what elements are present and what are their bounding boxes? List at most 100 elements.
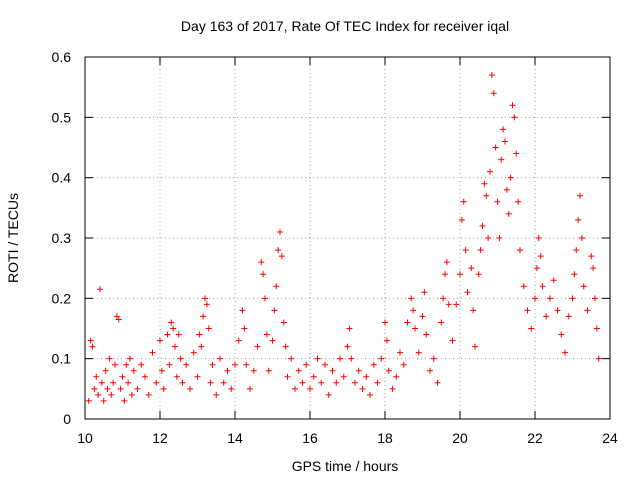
roti-point: [213, 391, 220, 398]
roti-point: [228, 385, 235, 392]
roti-point: [423, 331, 430, 338]
roti-point: [125, 379, 132, 386]
roti-point: [329, 367, 336, 374]
x-tick-label: 16: [302, 430, 318, 446]
roti-point: [183, 361, 190, 368]
roti-point: [449, 337, 456, 344]
roti-point: [102, 367, 109, 374]
roti-point: [505, 210, 512, 217]
roti-point: [179, 379, 186, 386]
roti-point: [200, 313, 207, 320]
roti-point: [352, 379, 358, 386]
x-tick-label: 24: [602, 430, 618, 446]
roti-point: [385, 367, 392, 374]
roti-point: [421, 289, 428, 296]
roti-point: [415, 349, 422, 356]
roti-point: [363, 373, 370, 380]
roti-point: [205, 325, 212, 332]
roti-point: [595, 355, 602, 362]
roti-point: [224, 367, 231, 374]
roti-point: [172, 343, 178, 350]
roti-point: [513, 150, 520, 157]
roti-point: [196, 331, 203, 338]
roti-point: [284, 373, 291, 380]
roti-point: [292, 385, 298, 392]
roti-point: [575, 216, 582, 223]
roti-point: [209, 361, 216, 368]
roti-point: [419, 313, 426, 320]
roti-point: [539, 283, 546, 290]
y-tick-label: 0.1: [52, 351, 72, 367]
roti-point: [310, 373, 317, 380]
roti-point: [400, 361, 407, 368]
roti-point: [507, 174, 514, 181]
roti-point: [275, 247, 282, 254]
roti-point: [535, 235, 542, 241]
roti-point: [397, 349, 403, 356]
roti-point: [370, 361, 377, 368]
y-tick-label: 0: [63, 411, 71, 427]
roti-point: [374, 379, 381, 386]
y-tick-label: 0.2: [52, 290, 72, 306]
roti-point: [277, 228, 283, 235]
roti-point: [367, 391, 373, 398]
roti-point: [164, 331, 171, 338]
roti-point: [532, 295, 538, 302]
roti-point: [168, 319, 175, 326]
roti-point: [97, 286, 103, 293]
roti-point: [207, 379, 214, 386]
roti-point: [333, 379, 340, 386]
x-tick-label: 12: [152, 430, 168, 446]
roti-point: [410, 307, 417, 314]
roti-point: [481, 180, 488, 187]
roti-point: [479, 222, 486, 229]
roti-point: [408, 295, 415, 302]
roti-point: [577, 192, 583, 199]
roti-point: [115, 316, 122, 323]
roti-point: [123, 361, 130, 368]
roti-point: [528, 325, 535, 332]
roti-point: [187, 385, 193, 392]
roti-point: [202, 295, 208, 302]
roti-point: [239, 307, 246, 314]
roti-point: [464, 289, 471, 296]
roti-point: [472, 343, 478, 350]
roti-point: [470, 307, 477, 314]
x-tick-labels: 10 12 14 16 18 20 22 24: [77, 430, 618, 446]
roti-point: [573, 247, 580, 254]
roti-point: [314, 355, 321, 362]
roti-point: [138, 361, 145, 368]
roti-point: [355, 367, 362, 374]
roti-point: [282, 343, 289, 350]
roti-point: [89, 343, 96, 350]
roti-point: [153, 379, 160, 386]
roti-point: [584, 307, 591, 314]
roti-point: [241, 325, 248, 332]
roti-point: [108, 391, 115, 398]
roti-point: [175, 331, 182, 338]
chart-title: Day 163 of 2017, Rate Of TEC Index for r…: [181, 18, 509, 34]
roti-point: [235, 337, 242, 344]
roti-point: [106, 355, 113, 362]
roti-point: [295, 367, 302, 374]
roti-point: [173, 373, 180, 380]
roti-point: [190, 349, 197, 356]
roti-point: [445, 301, 452, 308]
roti-point: [533, 265, 540, 272]
roti-point: [271, 307, 278, 314]
roti-point: [112, 361, 118, 368]
roti-point: [104, 385, 111, 392]
roti-point: [194, 373, 201, 380]
roti-point: [262, 295, 268, 302]
roti-point: [571, 271, 578, 278]
roti-point: [322, 361, 328, 368]
x-tick-label: 18: [377, 430, 393, 446]
y-tick-label: 0.6: [52, 49, 72, 65]
roti-point: [580, 283, 587, 290]
roti-point: [243, 361, 250, 368]
roti-point: [134, 385, 141, 392]
roti-point: [590, 265, 597, 272]
x-tick-label: 10: [77, 430, 93, 446]
roti-point: [149, 349, 156, 356]
roti-point: [337, 355, 343, 362]
